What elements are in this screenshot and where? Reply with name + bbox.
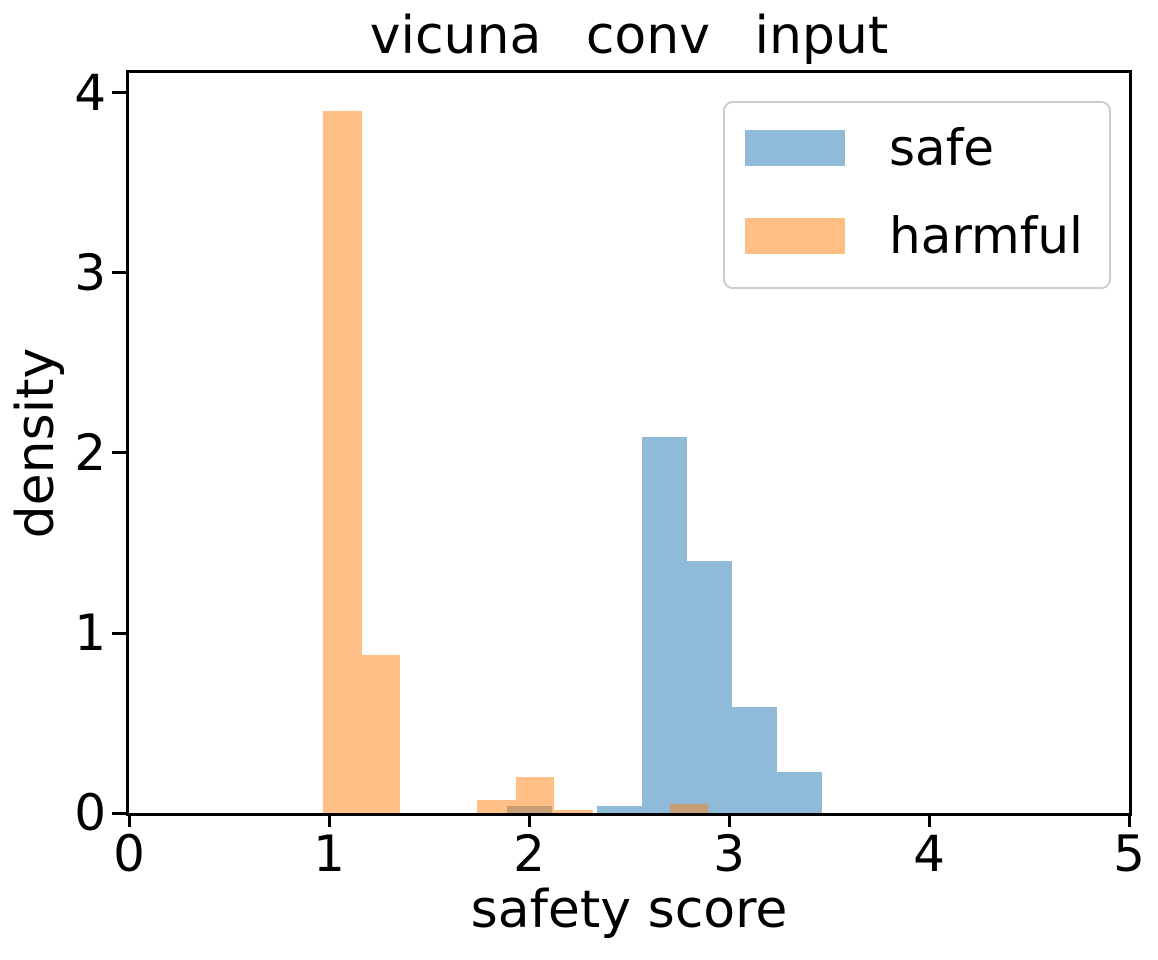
harmful-histogram-bar xyxy=(554,810,593,813)
safe-histogram-bar xyxy=(642,436,687,813)
legend-row-safe: safe xyxy=(745,123,1083,173)
x-tick-mark xyxy=(1127,813,1131,827)
y-tick-label: 4 xyxy=(74,63,106,122)
harmful-histogram-bar xyxy=(669,804,708,813)
x-tick-label: 3 xyxy=(713,825,745,883)
x-tick-mark xyxy=(727,813,731,827)
x-tick-mark xyxy=(327,813,331,827)
x-axis-label: safety score xyxy=(470,880,788,940)
safe-histogram-bar xyxy=(597,805,642,813)
safe-histogram-bar xyxy=(732,706,777,813)
y-tick-label: 1 xyxy=(74,604,106,662)
y-tick-mark xyxy=(112,631,126,635)
harmful-bars-layer xyxy=(129,73,1129,813)
y-tick-label: 0 xyxy=(74,784,106,842)
y-tick-mark xyxy=(112,91,126,95)
legend-label-safe: safe xyxy=(889,119,995,177)
legend: safe harmful xyxy=(723,101,1111,289)
y-tick-mark xyxy=(112,451,126,455)
x-tick-label: 0 xyxy=(113,825,145,883)
y-tick-label: 3 xyxy=(74,243,106,302)
x-tick-label: 4 xyxy=(913,825,945,883)
y-tick-label: 2 xyxy=(74,423,106,482)
x-tick-mark xyxy=(927,813,931,827)
y-tick-mark xyxy=(112,271,126,275)
harmful-histogram-bar xyxy=(361,654,400,813)
x-tick-label: 5 xyxy=(1113,825,1145,883)
legend-label-harmful: harmful xyxy=(889,207,1083,265)
x-tick-label: 1 xyxy=(313,825,345,883)
y-tick-mark xyxy=(112,811,126,815)
safe-bars-layer xyxy=(129,73,1129,813)
harmful-histogram-bar xyxy=(323,110,362,813)
safe-histogram-bar xyxy=(777,771,822,813)
safe-histogram-bar xyxy=(687,560,732,813)
x-tick-mark xyxy=(127,813,131,827)
legend-row-harmful: harmful xyxy=(745,211,1083,261)
x-tick-mark xyxy=(527,813,531,827)
x-tick-label: 2 xyxy=(513,825,545,883)
legend-swatch-safe xyxy=(745,130,845,166)
harmful-histogram-bar xyxy=(515,777,554,813)
legend-swatch-harmful xyxy=(745,218,845,254)
harmful-histogram-bar xyxy=(477,800,516,813)
chart-title: vicuna conv input xyxy=(369,6,889,66)
